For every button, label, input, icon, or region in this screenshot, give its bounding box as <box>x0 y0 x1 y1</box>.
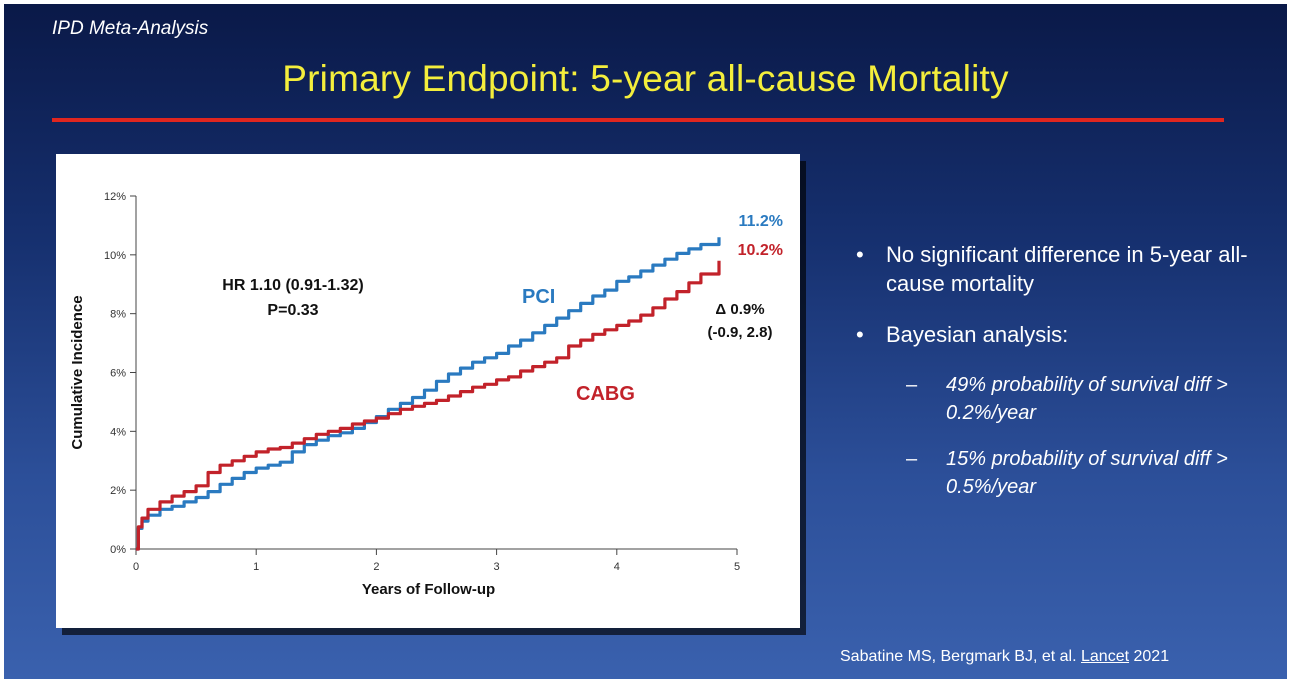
bullet-text: Bayesian analysis: <box>886 322 1069 347</box>
citation-year: 2021 <box>1133 648 1170 665</box>
delta-annotation: Δ 0.9% <box>715 301 764 318</box>
sub-bullet-text: 15% probability of survival diff > 0.5%/… <box>946 448 1228 498</box>
slide-title: Primary Endpoint: 5-year all-cause Morta… <box>282 58 1009 99</box>
y-axis-label: Cumulative Incidence <box>69 295 86 449</box>
y-tick-label: 0% <box>110 544 126 556</box>
pci-series-label: PCI <box>522 286 555 308</box>
sub-bullet-item: – 49% probability of survival diff > 0.2… <box>854 371 1236 427</box>
delta-ci-annotation: (-0.9, 2.8) <box>707 324 772 341</box>
hr-annotation: HR 1.10 (0.91-1.32) <box>222 277 363 294</box>
citation-journal: Lancet <box>1081 648 1130 665</box>
y-tick-label: 10% <box>104 250 126 262</box>
y-tick-label: 8% <box>110 309 126 321</box>
bullet-dot-icon: • <box>856 242 864 267</box>
x-tick-label: 4 <box>614 561 620 573</box>
y-tick-label: 4% <box>110 426 126 438</box>
bullet-list: • No significant difference in 5-year al… <box>854 240 1254 519</box>
km-chart: 0% 2% 4% 6% 8% 10% 12% 0 1 2 3 4 5 Years of Follow-up… <box>69 191 783 598</box>
pci-end-label: 11.2% <box>739 213 783 230</box>
dash-icon: – <box>906 448 918 470</box>
p-value-annotation: P=0.33 <box>267 302 318 319</box>
x-tick-label: 1 <box>253 561 259 573</box>
citation-authors: Sabatine MS, Bergmark BJ, et al. <box>840 648 1077 665</box>
cabg-series-label: CABG <box>576 383 635 405</box>
citation: Sabatine MS, Bergmark BJ, et al. Lancet … <box>840 648 1169 666</box>
series-line-cabg <box>136 260 721 551</box>
sub-bullet-text: 49% probability of survival diff > 0.2%/… <box>946 374 1228 424</box>
title-divider <box>52 118 1224 122</box>
bullet-item: • No significant difference in 5-year al… <box>854 240 1254 298</box>
x-tick-label: 5 <box>734 561 740 573</box>
y-tick-label: 2% <box>110 485 126 497</box>
x-tick-label: 0 <box>133 561 139 573</box>
bullet-item: • Bayesian analysis: <box>854 320 1254 349</box>
cabg-end-label: 10.2% <box>738 242 783 259</box>
x-axis-label: Years of Follow-up <box>362 581 495 598</box>
sub-bullet-item: – 15% probability of survival diff > 0.5… <box>854 445 1236 501</box>
y-tick-label: 6% <box>110 368 126 380</box>
x-tick-label: 3 <box>494 561 500 573</box>
bullet-text: No significant difference in 5-year all-… <box>886 242 1248 296</box>
dash-icon: – <box>906 374 918 396</box>
series-line-pci <box>136 237 721 551</box>
chart-panel: 0% 2% 4% 6% 8% 10% 12% 0 1 2 3 4 5 Years of Follow-up… <box>56 154 800 628</box>
slide: IPD Meta-Analysis Primary Endpoint: 5-ye… <box>4 4 1287 679</box>
slide-kicker: IPD Meta-Analysis <box>52 18 209 39</box>
x-tick-label: 2 <box>373 561 379 573</box>
y-tick-label: 12% <box>104 191 126 203</box>
bullet-dot-icon: • <box>856 322 864 347</box>
